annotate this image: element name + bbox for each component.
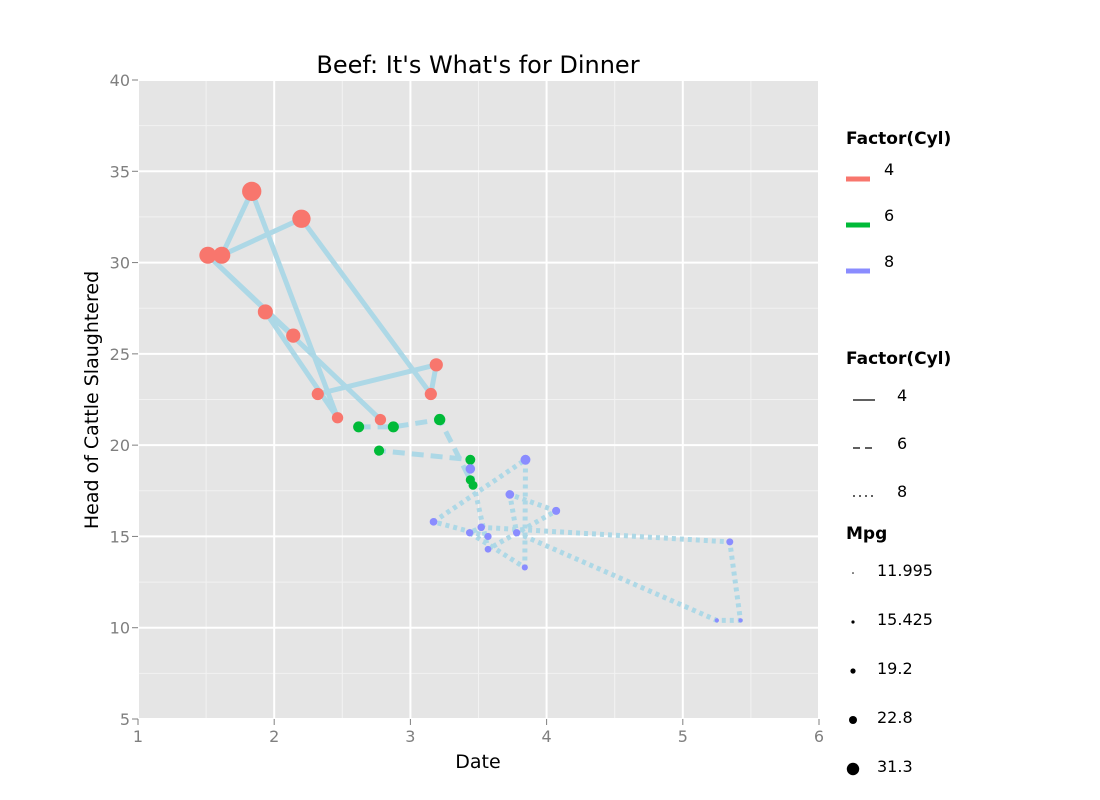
y-tick-label: 10 — [110, 619, 130, 638]
x-tick-label: 1 — [133, 727, 143, 746]
legend-linetype-label-8: 8 — [897, 482, 907, 501]
x-tick-label: 4 — [542, 727, 552, 746]
legend-size-key-31.3 — [846, 762, 860, 776]
series-8-point — [477, 523, 485, 532]
series-6-point — [353, 421, 365, 433]
series-4-point — [424, 387, 437, 401]
legend-size-label-31.3: 31.3 — [877, 757, 913, 776]
series-8-path — [431, 457, 743, 623]
x-tick-label: 2 — [269, 727, 279, 746]
legend-size-key-22.8 — [849, 716, 857, 724]
minor-gridlines — [138, 80, 819, 719]
legend-size-label-15.425: 15.425 — [877, 610, 933, 629]
y-tick-label: 25 — [110, 345, 130, 364]
series-8-point — [465, 529, 474, 537]
major-gridlines — [137, 79, 820, 720]
series-6-point — [434, 413, 446, 426]
legend-color-label-8: 8 — [884, 252, 894, 271]
series-points — [199, 181, 743, 623]
y-tick-label: 30 — [110, 254, 130, 273]
series-8-point — [521, 564, 528, 571]
x-tick-label: 3 — [405, 727, 415, 746]
legend-color-label-6: 6 — [884, 206, 894, 225]
y-tick-label: 35 — [110, 162, 130, 181]
series-4-point — [257, 304, 273, 320]
series-4-point — [374, 413, 387, 426]
legend-size-key-11.995 — [852, 572, 854, 574]
series-8-point — [484, 532, 492, 541]
series-8-point — [520, 454, 531, 465]
y-axis-title: Head of Cattle Slaughtered — [81, 271, 103, 529]
series-8-point — [714, 618, 719, 623]
legend-color-label-4: 4 — [884, 160, 894, 179]
series-8-point — [738, 618, 743, 623]
y-tick-label: 40 — [110, 71, 130, 90]
x-tick-label: 5 — [678, 727, 688, 746]
series-4-point — [292, 209, 311, 228]
series-8-point — [465, 464, 476, 474]
series-4-point — [311, 387, 324, 401]
series-6-point — [468, 480, 478, 490]
series-4-point — [199, 246, 217, 264]
legend-size-label-19.2: 19.2 — [877, 659, 913, 678]
legend-title-size: Mpg — [846, 524, 887, 544]
series-4-point — [429, 358, 443, 372]
legend-linetype-label-6: 6 — [897, 434, 907, 453]
axes: 1 2 3 4 5 6 5 10 15 20 25 30 35 40 — [110, 71, 824, 746]
y-tick-label: 15 — [110, 527, 130, 546]
legend-size-key-15.425 — [851, 620, 855, 624]
x-tick-label: 6 — [814, 727, 824, 746]
series-8-point — [512, 529, 521, 537]
legend-size-label-22.8: 22.8 — [877, 708, 913, 727]
series-8-point — [429, 517, 438, 526]
series-8-point — [552, 506, 561, 515]
legend: Factor(Cyl) Factor(Cyl) Mpg 4 6 8 4 6 8 11.995… — [846, 129, 951, 776]
series-4-point — [213, 246, 231, 264]
chart-title: Beef: It's What's for Dinner — [316, 51, 639, 79]
series-6-point — [465, 454, 476, 465]
legend-size-key-19.2 — [850, 668, 856, 674]
legend-size-label-11.995: 11.995 — [877, 561, 933, 580]
x-axis-title: Date — [455, 751, 500, 773]
series-8-point — [505, 490, 515, 499]
legend-title-color: Factor(Cyl) — [846, 129, 951, 149]
series-6-point — [387, 421, 399, 433]
series-6-point — [373, 445, 385, 456]
series-4-point — [286, 328, 301, 343]
y-tick-label: 20 — [110, 436, 130, 455]
series-8-point — [484, 545, 492, 553]
series-4-point — [331, 412, 344, 424]
legend-linetype-label-4: 4 — [897, 386, 907, 405]
series-8-point — [726, 538, 734, 546]
y-tick-label: 5 — [120, 710, 130, 729]
legend-title-linetype: Factor(Cyl) — [846, 349, 951, 369]
series-4-point — [242, 181, 262, 202]
